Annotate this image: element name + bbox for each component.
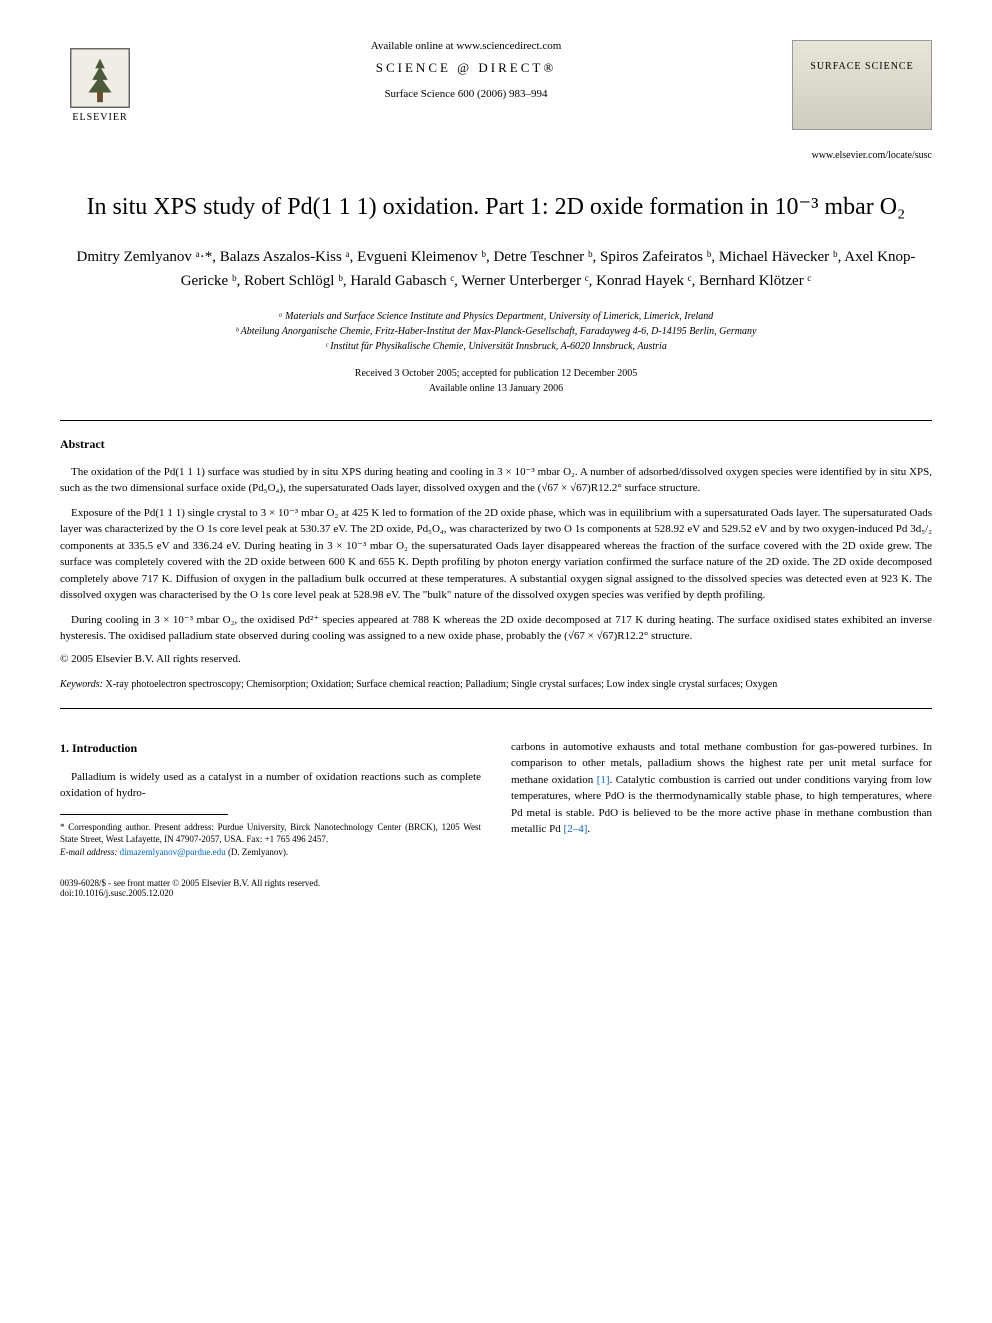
reference-link-1[interactable]: [1] [597, 774, 610, 786]
affiliations: ᵃ Materials and Surface Science Institut… [60, 309, 932, 354]
right-column: carbons in automotive exhausts and total… [511, 739, 932, 859]
journal-url: www.elsevier.com/locate/susc [60, 150, 932, 161]
header-row: ELSEVIER Available online at www.science… [60, 40, 932, 130]
abstract-p2: Exposure of the Pd(1 1 1) single crystal… [60, 505, 932, 604]
divider-top [60, 420, 932, 421]
corresponding-author-footnote: * Corresponding author. Present address:… [60, 821, 481, 846]
footer-copyright: 0039-6028/$ - see front matter © 2005 El… [60, 878, 320, 888]
online-date: Available online 13 January 2006 [60, 381, 932, 396]
authors-list: Dmitry Zemlyanov ᵃ·*, Balazs Aszalos-Kis… [60, 245, 932, 293]
journal-box-label: SURFACE SCIENCE [810, 61, 913, 72]
available-online-text: Available online at www.sciencedirect.co… [140, 40, 792, 52]
intro-right-p1: carbons in automotive exhausts and total… [511, 739, 932, 838]
received-date: Received 3 October 2005; accepted for pu… [60, 366, 932, 381]
left-column: 1. Introduction Palladium is widely used… [60, 739, 481, 859]
footer-doi: doi:10.1016/j.susc.2005.12.020 [60, 888, 320, 898]
email-link[interactable]: dimazemlyanov@purdue.edu [120, 847, 226, 857]
elsevier-tree-icon [70, 48, 130, 108]
elsevier-label: ELSEVIER [72, 112, 127, 123]
journal-reference: Surface Science 600 (2006) 983–994 [140, 88, 792, 100]
affiliation-c: ᶜ Institut für Physikalische Chemie, Uni… [60, 339, 932, 354]
affiliation-b: ᵇ Abteilung Anorganische Chemie, Fritz-H… [60, 324, 932, 339]
email-label: E-mail address: [60, 847, 120, 857]
email-footnote: E-mail address: dimazemlyanov@purdue.edu… [60, 846, 481, 859]
journal-box-container: SURFACE SCIENCE [792, 40, 932, 130]
center-header: Available online at www.sciencedirect.co… [140, 40, 792, 100]
intro-left-p1: Palladium is widely used as a catalyst i… [60, 769, 481, 802]
footer-row: 0039-6028/$ - see front matter © 2005 El… [60, 878, 932, 898]
email-suffix: (D. Zemlyanov). [226, 847, 288, 857]
copyright-text: © 2005 Elsevier B.V. All rights reserved… [60, 653, 932, 665]
reference-link-2-4[interactable]: [2–4] [564, 823, 588, 835]
abstract-heading: Abstract [60, 437, 932, 452]
elsevier-logo: ELSEVIER [60, 40, 140, 130]
body-columns: 1. Introduction Palladium is widely used… [60, 739, 932, 859]
article-title: In situ XPS study of Pd(1 1 1) oxidation… [60, 191, 932, 225]
publication-dates: Received 3 October 2005; accepted for pu… [60, 366, 932, 396]
science-direct-logo: SCIENCE @ DIRECT® [140, 60, 792, 76]
divider-bottom [60, 708, 932, 709]
affiliation-a: ᵃ Materials and Surface Science Institut… [60, 309, 932, 324]
keywords-label: Keywords: [60, 679, 103, 690]
abstract-p1: The oxidation of the Pd(1 1 1) surface w… [60, 464, 932, 497]
introduction-heading: 1. Introduction [60, 739, 481, 757]
keywords-text: X-ray photoelectron spectroscopy; Chemis… [103, 679, 777, 690]
keywords-block: Keywords: X-ray photoelectron spectrosco… [60, 677, 932, 692]
footer-left: 0039-6028/$ - see front matter © 2005 El… [60, 878, 320, 898]
journal-cover-box: SURFACE SCIENCE [792, 40, 932, 130]
intro-right-text-c: . [587, 823, 590, 835]
abstract-p3: During cooling in 3 × 10⁻³ mbar O₂, the … [60, 612, 932, 645]
footnote-divider [60, 814, 228, 815]
